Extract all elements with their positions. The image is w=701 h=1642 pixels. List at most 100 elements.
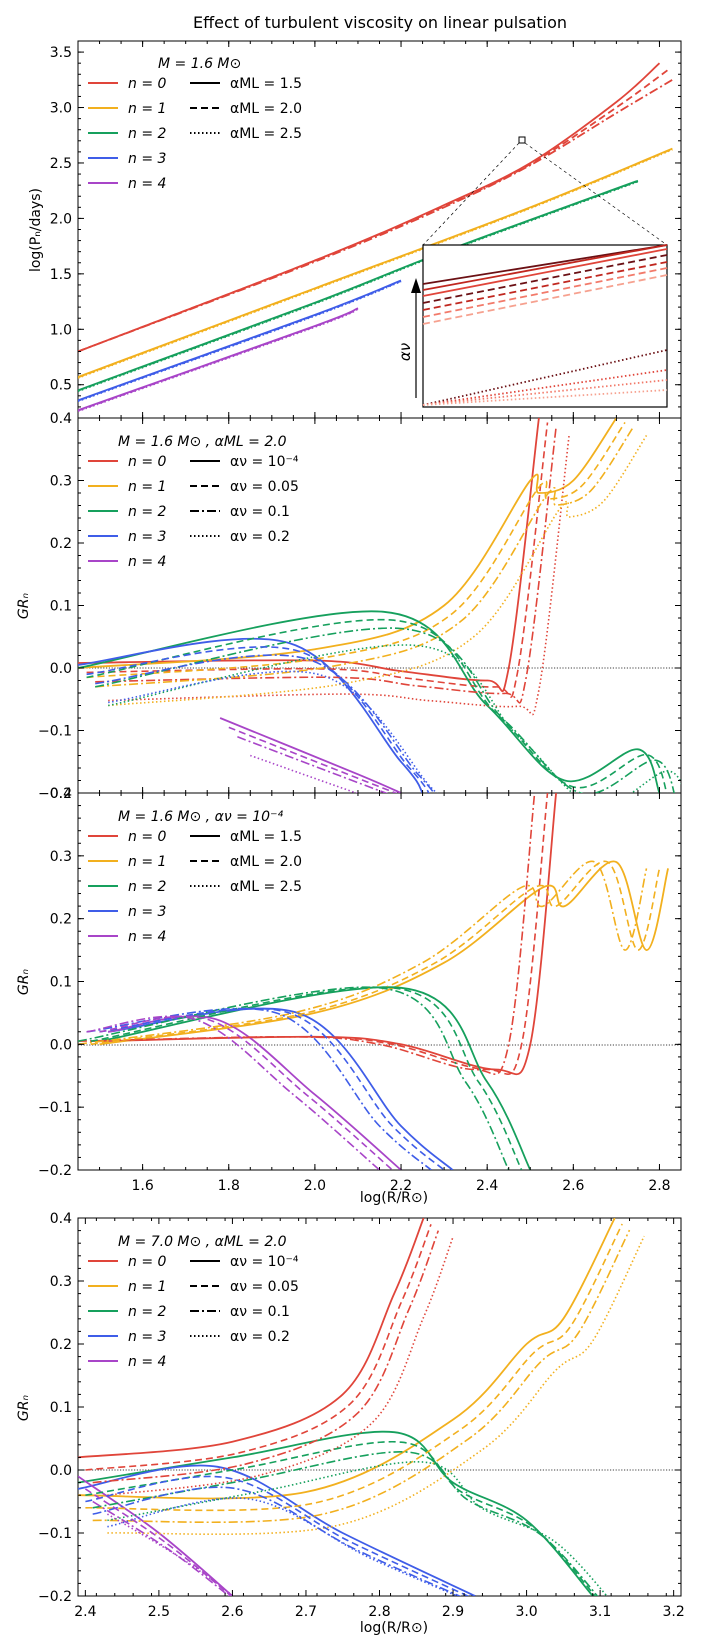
xtick-label: 3.0 bbox=[515, 1604, 537, 1620]
series-line-n3-style0 bbox=[78, 1464, 476, 1596]
legend-style-label: αν = 0.1 bbox=[230, 504, 290, 520]
series-variant-n3-3 bbox=[108, 670, 438, 793]
legend-mode-label: n = 2 bbox=[128, 879, 167, 895]
xtick-label: 2.6 bbox=[221, 1604, 243, 1620]
figure-title: Effect of turbulent viscosity on linear … bbox=[193, 13, 567, 32]
panel-c-frame bbox=[77, 792, 682, 1171]
legend-mode-label: n = 4 bbox=[128, 1354, 166, 1370]
inset-line bbox=[422, 244, 668, 285]
legend-mode-label: n = 0 bbox=[128, 454, 167, 470]
series-variant-overtone bbox=[78, 280, 402, 403]
inset-line bbox=[422, 389, 668, 406]
ytick-label: 0.4 bbox=[50, 1211, 72, 1227]
legend-style-label: αν = 0.2 bbox=[230, 529, 290, 545]
inset-line bbox=[422, 248, 668, 297]
legend-mode-label: n = 1 bbox=[128, 101, 166, 117]
legend-mode-label: n = 1 bbox=[128, 479, 166, 495]
series-line-n1-style0 bbox=[99, 860, 669, 1046]
series-variant-n0-2 bbox=[78, 793, 536, 1075]
legend-style-label: αν = 0.2 bbox=[230, 1329, 290, 1345]
panel-a-series bbox=[78, 62, 673, 413]
xtick-label: 1.6 bbox=[131, 1178, 153, 1194]
series-variant-n0-2 bbox=[92, 1230, 440, 1484]
series-line-n4 bbox=[78, 307, 359, 412]
panel-c-ylabel: GRₙ bbox=[16, 969, 32, 996]
series-variant-n4-1 bbox=[99, 1015, 393, 1170]
series-variant-n2-2 bbox=[78, 986, 510, 1170]
legend-style-label: αML = 2.5 bbox=[230, 126, 302, 142]
series-variant-n4-2 bbox=[92, 1500, 231, 1596]
inset-line bbox=[422, 254, 668, 304]
series-variant-n4-2 bbox=[86, 1015, 381, 1170]
series-line-n0-style0 bbox=[99, 793, 557, 1076]
series-variant-n3-1 bbox=[99, 1007, 445, 1170]
series-line-n3-style0 bbox=[108, 1007, 454, 1170]
series-variant-n4-2 bbox=[237, 736, 389, 793]
series-variant-n1-2 bbox=[95, 426, 635, 688]
series-variant-n2-1 bbox=[86, 618, 668, 793]
inset-series bbox=[422, 244, 668, 406]
panel-d-annotation: M = 7.0 M⊙ , αML = 2.0 bbox=[118, 1234, 287, 1250]
legend-mode-label: n = 3 bbox=[128, 151, 166, 167]
zoom-marker bbox=[518, 136, 526, 144]
series-variant-n0-3 bbox=[108, 435, 570, 716]
ytick-label: 2.0 bbox=[50, 211, 72, 227]
ytick-label: 0.4 bbox=[50, 411, 72, 427]
ytick-label: −0.2 bbox=[38, 1163, 72, 1179]
series-line-n4-style0 bbox=[78, 1475, 233, 1596]
legend-style-label: αν = 10⁻⁴ bbox=[230, 1254, 299, 1270]
series-variant-n1-3 bbox=[107, 1235, 645, 1536]
series-variant-n1-1 bbox=[86, 421, 626, 679]
series-line-n0-style0 bbox=[78, 1218, 425, 1459]
panel-d-frame bbox=[77, 1217, 682, 1597]
ytick-label: −0.1 bbox=[38, 1100, 72, 1116]
legend-mode-label: n = 0 bbox=[128, 76, 167, 92]
xtick-label: 2.5 bbox=[148, 1604, 170, 1620]
zoom-connector-right bbox=[524, 142, 668, 246]
series-variant-n0-2 bbox=[95, 426, 557, 704]
ytick-label: −0.2 bbox=[38, 1589, 72, 1605]
panel-b-series bbox=[78, 418, 681, 793]
series-line-n4-style0 bbox=[219, 717, 402, 793]
ytick-label: 1.0 bbox=[50, 322, 72, 338]
ytick-label: 0.5 bbox=[50, 378, 72, 394]
legend-mode-label: n = 2 bbox=[128, 504, 167, 520]
series-variant-n1-3 bbox=[108, 434, 648, 707]
ytick-label: 0.1 bbox=[50, 975, 72, 991]
series-line-n0-style0 bbox=[78, 418, 540, 693]
zoom-inset: αν bbox=[396, 136, 668, 408]
series-line-n3 bbox=[78, 279, 402, 402]
series-variant-overtone bbox=[78, 148, 673, 379]
series-variant-n2-2 bbox=[92, 1451, 599, 1596]
inset-line bbox=[422, 274, 668, 325]
xtick-label: 2.6 bbox=[562, 1178, 584, 1194]
legend-style-label: αML = 2.5 bbox=[230, 879, 302, 895]
series-line-n2-style0 bbox=[78, 610, 661, 793]
series-variant-n0-1 bbox=[85, 1224, 432, 1471]
xtick-label: 1.8 bbox=[218, 1178, 240, 1194]
series-variant-n0-1 bbox=[86, 422, 549, 698]
ytick-label: 0.3 bbox=[50, 474, 72, 490]
series-line-n2-style0 bbox=[78, 1430, 594, 1596]
ytick-label: 3.5 bbox=[50, 45, 72, 61]
legend-mode-label: n = 1 bbox=[128, 1279, 166, 1295]
ytick-label: 2.5 bbox=[50, 156, 72, 172]
ytick-label: 0.1 bbox=[50, 1400, 72, 1416]
series-variant-n1-1 bbox=[90, 860, 661, 1046]
legend-style-label: αν = 0.1 bbox=[230, 1304, 290, 1320]
legends: n = 0 n = 1 n = 2 n = 3 n = 4 αML = 1.5 αML = … bbox=[88, 76, 302, 1370]
panel-a-annotation: M = 1.6 M⊙ bbox=[158, 56, 241, 72]
zoom-connector-left bbox=[422, 142, 520, 246]
ytick-label: 0.2 bbox=[50, 536, 72, 552]
panel-b-ylabel: GRₙ bbox=[16, 593, 32, 620]
inset-line bbox=[422, 261, 668, 311]
panel-b-annotation: M = 1.6 M⊙ , αML = 2.0 bbox=[118, 434, 287, 450]
series-variant-n4-3 bbox=[106, 1513, 235, 1596]
series-variant-n4-1 bbox=[228, 726, 398, 793]
inset-arrow-label: αν bbox=[396, 343, 414, 361]
series-variant-n0-3 bbox=[107, 1236, 454, 1496]
legend-mode-label: n = 0 bbox=[128, 829, 167, 845]
legend-mode-label: n = 4 bbox=[128, 176, 166, 192]
legend-style-label: αν = 0.05 bbox=[230, 1279, 299, 1295]
